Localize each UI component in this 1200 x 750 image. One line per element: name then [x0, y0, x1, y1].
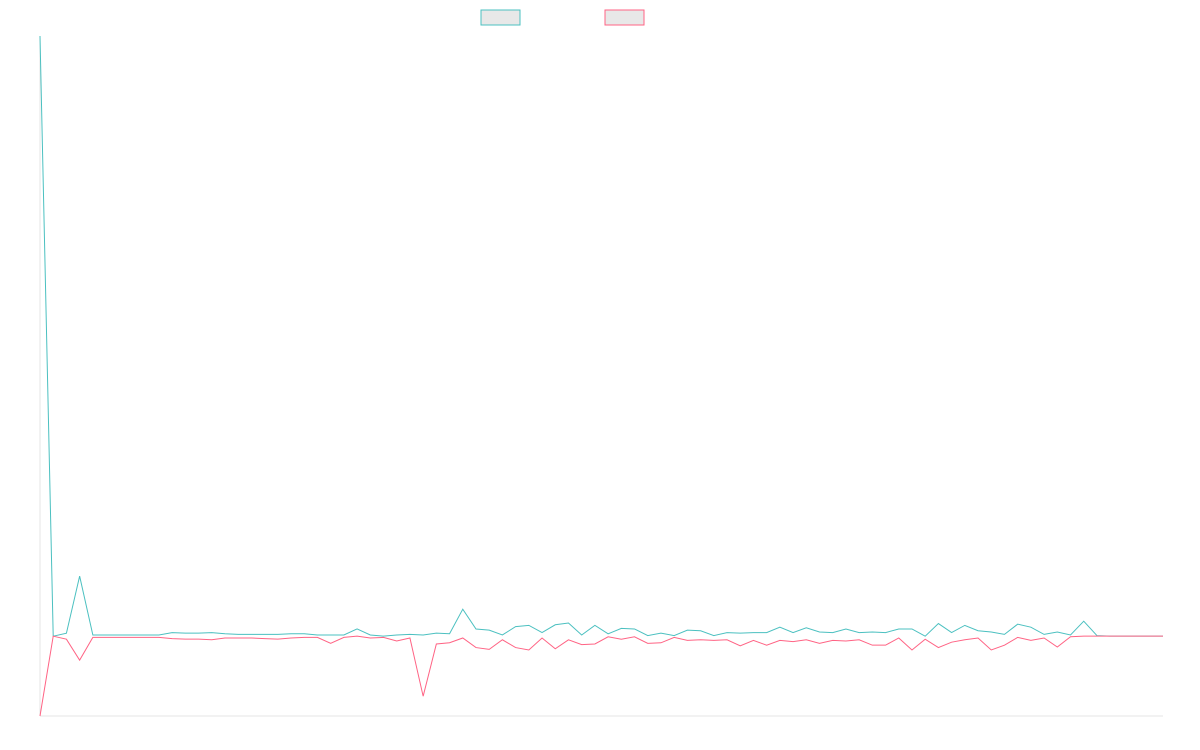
legend	[480, 9, 645, 26]
legend-swatch-series-b	[604, 9, 645, 26]
legend-item-series-a[interactable]	[480, 9, 521, 26]
series-line-a	[39, 35, 1163, 637]
legend-swatch-series-a	[480, 9, 521, 26]
legend-item-series-b[interactable]	[604, 9, 645, 26]
series-line-b	[39, 635, 1163, 717]
plot-area	[39, 35, 1163, 717]
